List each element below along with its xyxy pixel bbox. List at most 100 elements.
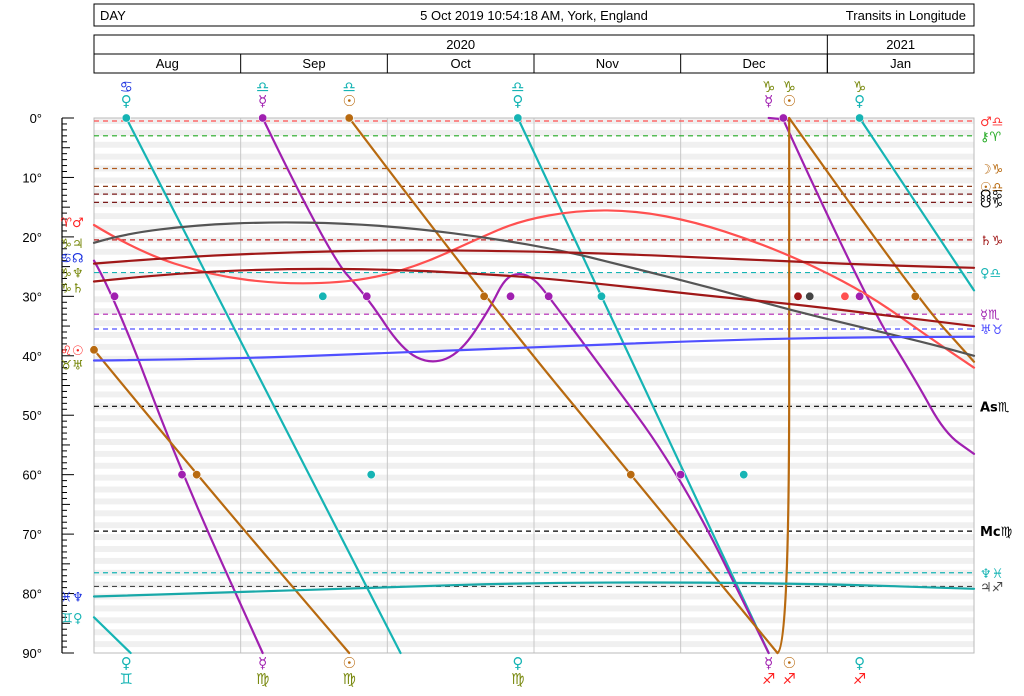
planet-glyph: ☿ bbox=[764, 654, 773, 672]
planet-glyph: ♐ bbox=[762, 670, 775, 688]
transit-path bbox=[776, 116, 791, 655]
transit-marker bbox=[739, 470, 749, 480]
transit-marker bbox=[344, 113, 354, 123]
natal-label: As♏ bbox=[980, 400, 1009, 415]
transit-path bbox=[858, 116, 976, 292]
planet-glyph: ♀ bbox=[121, 92, 132, 110]
transit-marker bbox=[258, 113, 268, 123]
header-mode: DAY bbox=[100, 8, 126, 23]
left-planet-glyph: ♑♃ bbox=[60, 237, 83, 252]
transit-path bbox=[92, 267, 976, 328]
natal-label: ☿♏ bbox=[980, 308, 1000, 323]
planet-glyph: ♀ bbox=[512, 92, 523, 110]
planet-glyph: ♍ bbox=[511, 670, 524, 688]
transit-marker bbox=[840, 291, 850, 301]
transit-marker bbox=[318, 291, 328, 301]
transit-path bbox=[348, 116, 779, 655]
y-tick-label: 30° bbox=[22, 289, 42, 304]
planet-glyph: ♋ bbox=[120, 78, 133, 96]
natal-label: ♅♉ bbox=[980, 323, 1003, 338]
transit-marker bbox=[89, 345, 99, 355]
transit-marker bbox=[362, 291, 372, 301]
header-bar bbox=[93, 3, 975, 27]
transit-path bbox=[92, 259, 264, 655]
planet-glyph: ♀ bbox=[512, 654, 523, 672]
y-tick-label: 40° bbox=[22, 349, 42, 364]
transit-markers bbox=[89, 113, 920, 480]
transit-path bbox=[92, 249, 976, 269]
transit-path bbox=[782, 118, 976, 455]
transit-series bbox=[92, 116, 976, 655]
planet-glyph: ♎ bbox=[256, 78, 269, 96]
transit-marker bbox=[506, 291, 516, 301]
planet-glyph: ♑ bbox=[853, 78, 866, 96]
left-planet-glyph: ♑♄ bbox=[60, 281, 83, 296]
transit-marker bbox=[479, 291, 489, 301]
natal-label: ☽♑ bbox=[980, 163, 1003, 178]
natal-label: ☉♎ bbox=[980, 180, 1003, 195]
transit-marker bbox=[626, 470, 636, 480]
left-planet-glyph: ♋☊ bbox=[60, 252, 83, 267]
y-tick-label: 60° bbox=[22, 468, 42, 483]
transit-marker bbox=[855, 291, 865, 301]
y-axis: 0° 10° 20° 30° 40° 50° 60° 70° 80° 90° bbox=[22, 111, 74, 661]
transit-marker bbox=[778, 113, 788, 123]
y-tick-label: 20° bbox=[22, 230, 42, 245]
plot-frame bbox=[93, 117, 975, 654]
transit-path bbox=[92, 221, 976, 357]
month-label: Sep bbox=[302, 56, 325, 71]
month-label: Dec bbox=[742, 56, 766, 71]
year-label: 2021 bbox=[886, 37, 915, 52]
transit-path bbox=[92, 616, 132, 655]
month-label: Nov bbox=[596, 56, 620, 71]
transit-marker bbox=[596, 291, 606, 301]
y-tick-label: 50° bbox=[22, 408, 42, 423]
natal-label: ☊♋ bbox=[980, 188, 1003, 203]
header-datetime: 5 Oct 2019 10:54:18 AM, York, England bbox=[420, 8, 648, 23]
natal-label: ♆♓ bbox=[980, 567, 1003, 582]
natal-label: ⚷♈ bbox=[980, 130, 1002, 145]
transit-marker bbox=[177, 470, 187, 480]
planet-glyph: ♊ bbox=[120, 670, 133, 688]
transit-path bbox=[261, 116, 770, 655]
transit-path bbox=[92, 335, 976, 362]
planet-glyph: ♎ bbox=[342, 78, 355, 96]
natal-lines: ♂♎⚷♈ ☽♑ ☉♎☊♋☋♑ ♄♑ ♀♎ ☿♏♅♉ As♏ Mc♍ ♆♓♃♐ bbox=[94, 115, 1013, 595]
planet-glyphs: ♋♀♎☿♎☉♎♀♑☿♑☉♑♀♀♊☿♍☉♍♀♍☿♐☉♐♀♐♈♂♑♃♋☊♑♆♑♄♌☉… bbox=[60, 78, 866, 688]
transit-path bbox=[92, 209, 976, 369]
left-planet-glyph: ♈♂ bbox=[60, 216, 83, 231]
month-label: Aug bbox=[156, 56, 179, 71]
transit-marker bbox=[910, 291, 920, 301]
planet-glyph: ☉ bbox=[342, 92, 355, 110]
planet-glyph: ☉ bbox=[782, 654, 795, 672]
transit-marker bbox=[805, 291, 815, 301]
left-planet-glyph: ♌☉ bbox=[60, 344, 83, 359]
planet-glyph: ♐ bbox=[782, 670, 795, 688]
planet-glyph: ♑ bbox=[762, 78, 775, 96]
planet-glyph: ☿ bbox=[258, 92, 267, 110]
transit-marker bbox=[110, 291, 120, 301]
y-tick-label: 90° bbox=[22, 646, 42, 661]
planet-glyph: ♀ bbox=[854, 654, 865, 672]
transit-marker bbox=[676, 470, 686, 480]
transit-marker bbox=[121, 113, 131, 123]
natal-label: ♃♐ bbox=[980, 580, 1003, 595]
planet-glyph: ♑ bbox=[782, 78, 795, 96]
transit-marker bbox=[513, 113, 523, 123]
natal-label: ♄♑ bbox=[980, 234, 1003, 249]
natal-label: ☋♑ bbox=[980, 196, 1003, 211]
planet-glyph: ♀ bbox=[121, 654, 132, 672]
natal-label: ♂♎ bbox=[980, 115, 1003, 130]
planet-glyph: ♎ bbox=[511, 78, 524, 96]
timeline-header: 2020 2021 Aug Sep Oct Nov Dec Jan bbox=[93, 34, 975, 74]
transit-marker bbox=[793, 291, 803, 301]
year-label: 2020 bbox=[446, 37, 475, 52]
y-tick-label: 70° bbox=[22, 527, 42, 542]
left-planet-glyph: ♉♅ bbox=[60, 359, 83, 374]
month-label: Oct bbox=[451, 56, 472, 71]
transit-path bbox=[92, 581, 976, 598]
transit-path bbox=[125, 116, 402, 655]
left-planet-glyph: ♑♆ bbox=[60, 267, 83, 282]
